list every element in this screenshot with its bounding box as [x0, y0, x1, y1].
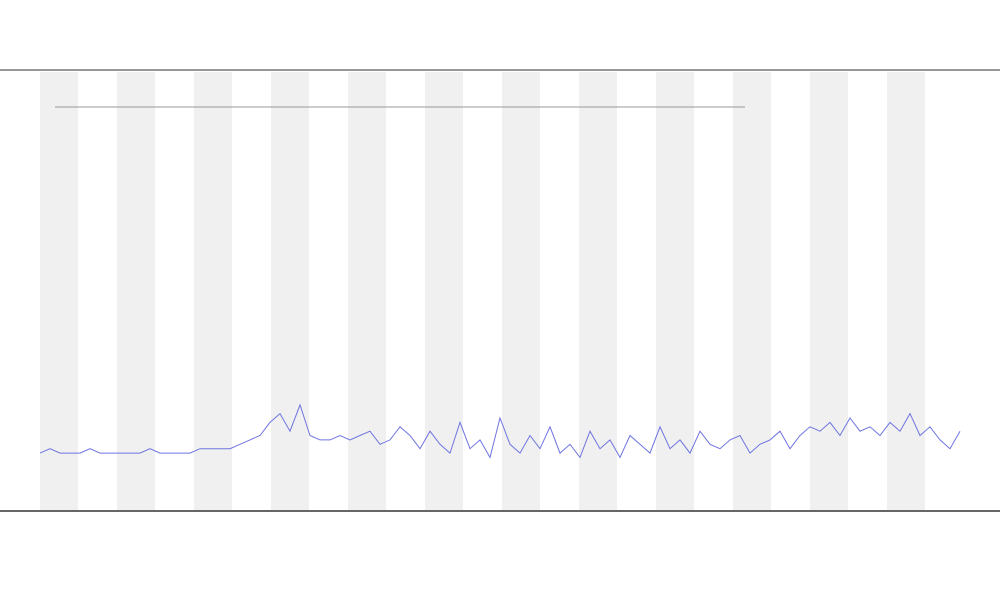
band: [810, 72, 848, 510]
band: [733, 72, 771, 510]
data-line: [39, 403, 961, 459]
band: [348, 72, 386, 510]
band: [425, 72, 463, 510]
band: [40, 72, 78, 510]
band: [656, 72, 694, 510]
band: [502, 72, 540, 510]
band: [117, 72, 155, 510]
band: [579, 72, 617, 510]
background-bands: [40, 72, 925, 510]
band: [194, 72, 232, 510]
band: [271, 72, 309, 510]
band: [887, 72, 925, 510]
